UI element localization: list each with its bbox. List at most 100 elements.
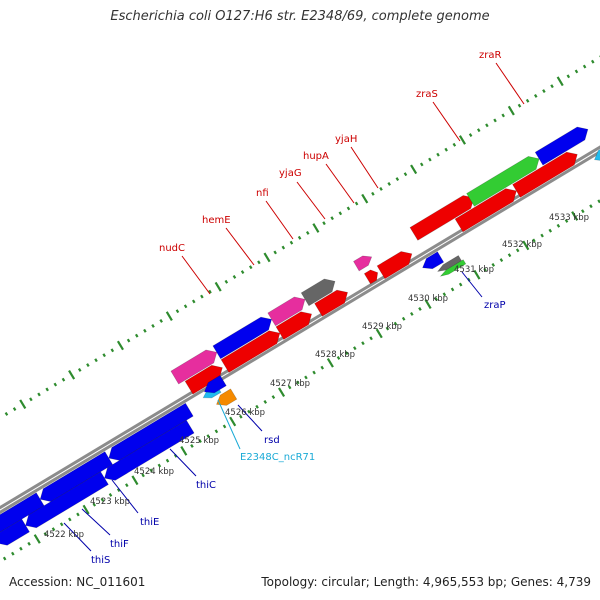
leader-line <box>461 271 483 298</box>
minor-tick <box>86 363 90 367</box>
minor-tick <box>271 395 276 400</box>
minor-tick <box>126 338 131 343</box>
minor-tick <box>247 409 251 414</box>
scale-label: 4530 kbp <box>408 294 448 304</box>
gene-red[interactable] <box>275 311 312 340</box>
gene-gray[interactable] <box>300 278 336 307</box>
minor-tick <box>255 404 259 409</box>
minor-tick <box>29 397 33 402</box>
gene-magenta[interactable] <box>353 255 373 272</box>
leader-line <box>217 399 241 450</box>
minor-tick <box>200 294 204 299</box>
minor-tick <box>175 309 180 314</box>
minor-tick <box>525 98 530 103</box>
minor-tick <box>183 304 188 309</box>
minor-tick <box>263 400 268 404</box>
gene-blue[interactable] <box>108 402 194 461</box>
minor-tick <box>385 326 390 331</box>
minor-tick <box>387 182 391 186</box>
minor-tick <box>444 147 448 152</box>
gene-features[interactable] <box>0 126 600 546</box>
minor-tick <box>418 307 422 311</box>
gene-label-reverse: zraP <box>484 300 506 311</box>
minor-tick <box>190 444 194 448</box>
minor-tick <box>191 299 196 304</box>
major-tick <box>326 357 334 368</box>
scale-label: 4528 kbp <box>315 350 355 360</box>
minor-tick <box>493 118 497 123</box>
gene-blue[interactable] <box>104 419 195 481</box>
minor-tick <box>564 218 569 223</box>
gene-red[interactable] <box>512 151 578 198</box>
gene-gray[interactable] <box>436 255 462 272</box>
minor-tick <box>540 233 544 238</box>
minor-tick <box>458 282 463 287</box>
gene-red[interactable] <box>454 188 517 233</box>
minor-tick <box>208 289 212 294</box>
major-tick <box>278 387 286 398</box>
minor-tick <box>61 377 66 382</box>
scale-label: 4527 kbp <box>270 379 310 389</box>
minor-tick <box>369 336 373 341</box>
minor-tick <box>134 333 139 338</box>
gene-cyan[interactable] <box>594 144 600 161</box>
minor-tick <box>125 483 129 488</box>
gene-blue[interactable] <box>0 518 30 546</box>
gene-magenta[interactable] <box>267 296 306 327</box>
gene-orange[interactable] <box>216 388 238 406</box>
minor-tick <box>401 316 406 321</box>
major-tick <box>361 193 369 204</box>
gene-label-forward: zraS <box>416 89 438 100</box>
gene-label-forward: hupA <box>303 151 329 162</box>
minor-tick <box>312 370 316 375</box>
minor-tick <box>548 228 553 233</box>
gene-green[interactable] <box>466 156 540 207</box>
minor-tick <box>198 439 202 444</box>
minor-tick <box>556 223 561 228</box>
gene-blue[interactable] <box>203 374 227 394</box>
minor-tick <box>248 265 253 270</box>
minor-tick <box>353 346 357 351</box>
gene-green[interactable] <box>439 259 467 277</box>
minor-tick <box>434 297 439 302</box>
major-tick <box>556 76 564 87</box>
gene-label-reverse: thiF <box>110 539 129 550</box>
gene-red[interactable] <box>363 269 379 285</box>
minor-tick <box>436 152 440 157</box>
minor-tick <box>77 367 82 372</box>
gene-red[interactable] <box>184 364 223 395</box>
minor-tick <box>4 412 9 416</box>
gene-blue[interactable] <box>422 251 445 270</box>
minor-tick <box>533 93 538 98</box>
minor-tick <box>393 321 398 326</box>
gene-magenta[interactable] <box>170 349 218 385</box>
gene-label-reverse: thiS <box>91 555 110 566</box>
gene-blue[interactable] <box>534 126 589 166</box>
gene-label-reverse: thiE <box>140 517 159 528</box>
minor-tick <box>110 348 115 353</box>
minor-tick <box>214 429 219 434</box>
gene-label-forward: hemE <box>202 215 231 226</box>
gene-red[interactable] <box>376 251 413 280</box>
gene-red[interactable] <box>314 289 348 317</box>
minor-tick <box>395 177 400 182</box>
gene-blue[interactable] <box>25 471 109 529</box>
minor-tick <box>159 319 163 323</box>
minor-tick <box>507 253 512 258</box>
minor-tick <box>379 186 383 191</box>
leader-line <box>63 522 92 552</box>
leader-line <box>296 181 326 220</box>
minor-tick <box>102 353 106 358</box>
major-tick <box>522 240 530 251</box>
minor-tick <box>224 279 229 284</box>
minor-tick <box>305 230 310 235</box>
major-tick <box>180 446 188 456</box>
minor-tick <box>2 556 7 561</box>
gene-red[interactable] <box>220 330 281 373</box>
major-tick <box>312 223 320 233</box>
gene-blue[interactable] <box>212 316 272 360</box>
major-tick <box>19 399 27 410</box>
minor-tick <box>515 248 520 253</box>
minor-tick <box>141 473 145 478</box>
